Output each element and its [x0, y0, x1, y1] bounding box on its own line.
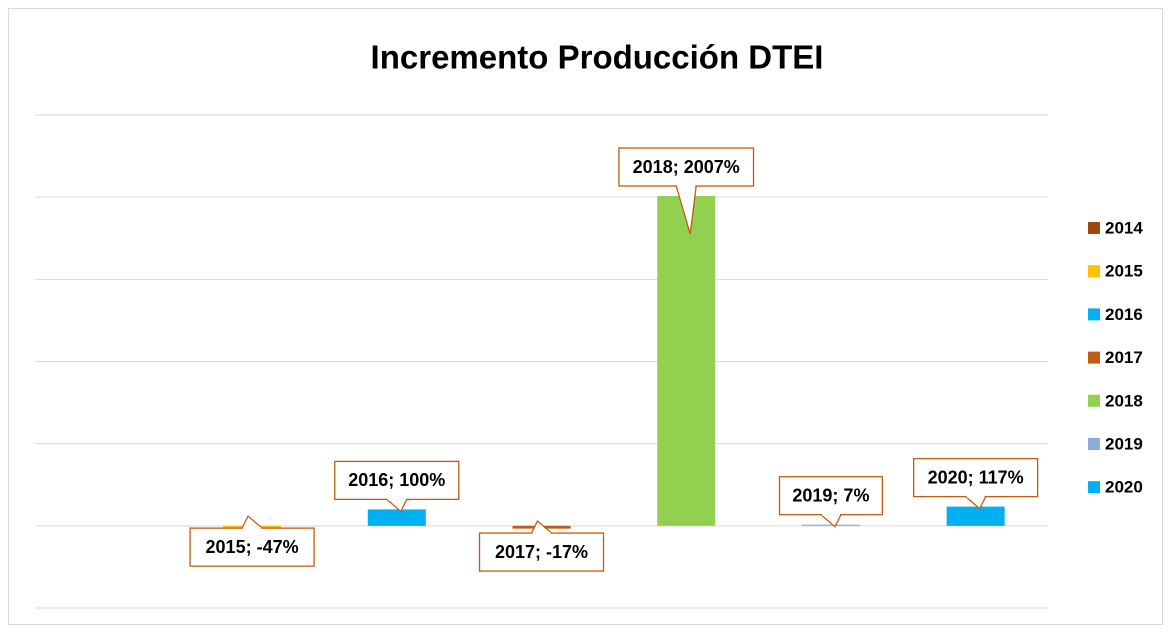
callout-box	[478, 532, 605, 572]
legend-swatch	[1088, 265, 1100, 278]
chart-title: Incremento Producción DTEI	[371, 39, 824, 76]
bar	[801, 524, 860, 526]
legend-label: 2016	[1105, 305, 1143, 324]
data-label: 2016; 100%	[348, 470, 445, 490]
legend-swatch	[1088, 438, 1100, 450]
legend-swatch	[1088, 394, 1100, 407]
legend-label: 2014	[1105, 218, 1143, 237]
legend-swatch	[1088, 351, 1100, 364]
legend-label: 2018	[1105, 391, 1143, 410]
data-label: 2020; 117%	[928, 467, 1024, 487]
bar	[367, 509, 426, 526]
bar	[946, 506, 1005, 526]
data-label: 2015; -47%	[206, 537, 299, 557]
callout-box	[618, 147, 755, 187]
legend-swatch	[1088, 481, 1100, 494]
data-label: 2019; 7%	[792, 485, 869, 505]
data-label: 2017; -17%	[495, 542, 588, 562]
chart-border	[8, 8, 1163, 625]
legend-label: 2019	[1105, 434, 1143, 453]
callout-box	[912, 457, 1039, 498]
legend-swatch	[1088, 222, 1100, 234]
legend-label: 2020	[1105, 478, 1143, 497]
legend-swatch	[1088, 308, 1100, 321]
data-label: 2018; 2007%	[633, 157, 740, 177]
legend-label: 2015	[1105, 262, 1143, 281]
legend-label: 2017	[1105, 348, 1143, 367]
bar	[657, 196, 716, 526]
